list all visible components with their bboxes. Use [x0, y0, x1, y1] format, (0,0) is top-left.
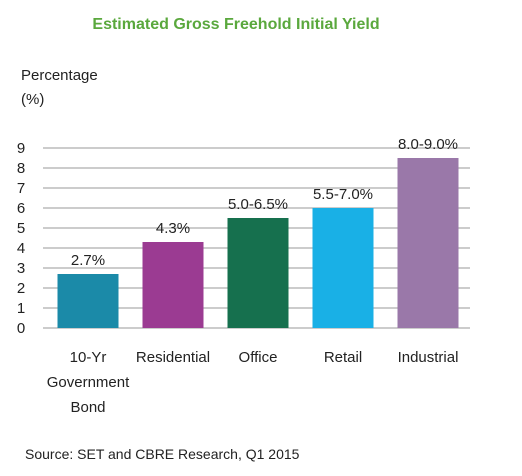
data-label: 5.5-7.0% [313, 186, 373, 203]
category-label: Retail [324, 349, 362, 366]
category-label: Bond [70, 399, 105, 416]
category-label: Government [47, 374, 130, 391]
bar [57, 274, 119, 328]
y-tick-label: 5 [17, 220, 25, 237]
category-label: 10-Yr [70, 349, 107, 366]
y-tick-label: 2 [17, 280, 25, 297]
bar [227, 218, 289, 328]
category-label: Industrial [398, 349, 459, 366]
chart-title: Estimated Gross Freehold Initial Yield [92, 16, 379, 33]
data-label: 2.7% [71, 252, 105, 269]
y-tick-label: 9 [17, 140, 25, 157]
category-labels: 10-Yr Government Bond Residential Office Reta… [47, 349, 459, 416]
y-tick-label: 7 [17, 180, 25, 197]
bar [312, 208, 374, 328]
bar [142, 242, 204, 328]
y-tick-label: 3 [17, 260, 25, 277]
data-label: 4.3% [156, 220, 190, 237]
y-axis-label-line-2: (%) [21, 91, 44, 108]
data-labels: 2.7% 4.3% 5.0-6.5% 5.5-7.0% 8.0-9.0% [71, 136, 458, 269]
y-axis-label-line-1: Percentage [21, 67, 98, 84]
bars [57, 158, 459, 328]
y-tick-label: 6 [17, 200, 25, 217]
y-tick-label: 8 [17, 160, 25, 177]
data-label: 5.0-6.5% [228, 196, 288, 213]
y-tick-label: 0 [17, 320, 25, 337]
category-label: Office [239, 349, 278, 366]
category-label: Residential [136, 349, 210, 366]
data-label: 8.0-9.0% [398, 136, 458, 153]
y-tick-label: 1 [17, 300, 25, 317]
y-tick-label: 4 [17, 240, 25, 257]
y-tick-labels: 0 1 2 3 4 5 6 7 8 9 [17, 140, 25, 337]
source-note: Source: SET and CBRE Research, Q1 2015 [25, 446, 300, 462]
bar [397, 158, 459, 328]
